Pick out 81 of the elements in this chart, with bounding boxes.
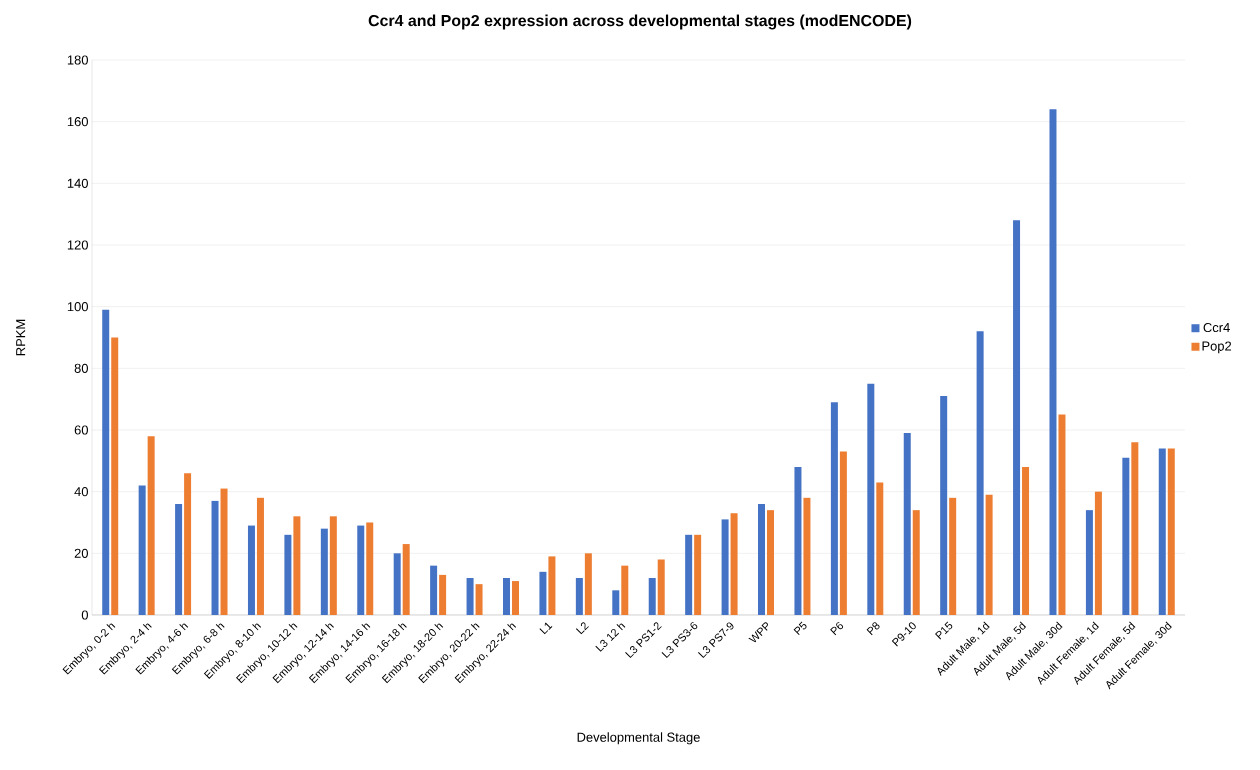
- y-tick-label: 180: [67, 55, 88, 65]
- x-tick-label: P8: [866, 622, 880, 636]
- bar: [430, 565, 438, 615]
- bar: [648, 577, 656, 615]
- bar: [1058, 414, 1066, 615]
- bar: [320, 528, 328, 615]
- bar: [612, 590, 620, 615]
- x-tick-label: P5: [793, 621, 807, 636]
- x-tick-label: L1: [539, 622, 553, 635]
- y-tick-label: 160: [67, 117, 88, 127]
- bar: [402, 544, 410, 615]
- y-tick-label: 120: [67, 240, 88, 250]
- bar: [575, 577, 583, 615]
- bar: [1094, 491, 1102, 615]
- legend-label: Pop2: [1202, 341, 1232, 354]
- bar: [1085, 510, 1093, 615]
- bar: [685, 534, 693, 615]
- bar: [502, 577, 510, 615]
- bar: [912, 510, 920, 615]
- bar: [1158, 448, 1166, 615]
- bar: [366, 522, 374, 615]
- legend-label: Ccr4: [1203, 322, 1230, 333]
- bar: [102, 309, 110, 615]
- bar: [329, 516, 337, 615]
- bar: [548, 556, 556, 615]
- chart-title: Ccr4 and Pop2 expression across developmental stages (modENCODE): [368, 14, 912, 30]
- bar: [466, 577, 474, 615]
- bar: [247, 525, 255, 615]
- bar: [439, 574, 447, 615]
- bar: [184, 473, 192, 615]
- bar: [220, 488, 228, 615]
- bar: [839, 451, 847, 615]
- x-tick-label: L3 12 h: [595, 623, 626, 652]
- x-tick-label: L2: [575, 622, 589, 635]
- bar: [867, 383, 875, 615]
- bar: [511, 581, 519, 615]
- y-tick-label: 80: [74, 363, 88, 373]
- bar: [1167, 448, 1175, 615]
- y-tick-label: 40: [74, 487, 88, 497]
- bar: [876, 482, 884, 615]
- y-tick-label: 20: [74, 548, 88, 558]
- y-tick-label: 60: [74, 425, 88, 435]
- bar: [721, 519, 729, 615]
- y-tick-label: 100: [67, 302, 88, 312]
- x-tick-label: P6: [830, 622, 844, 636]
- bar: [657, 559, 665, 615]
- bar: [357, 525, 365, 615]
- y-axis-title: RPKM: [16, 319, 26, 356]
- bar: [903, 433, 911, 615]
- bar: [621, 565, 629, 615]
- bar: [284, 534, 292, 615]
- bar: [293, 516, 301, 615]
- bar: [1131, 442, 1139, 615]
- bar: [393, 553, 401, 615]
- bar: [211, 500, 219, 615]
- bar: [539, 571, 547, 615]
- bar: [584, 553, 592, 615]
- bar: [949, 497, 957, 615]
- bar: [985, 494, 993, 615]
- bar: [175, 503, 183, 615]
- bar: [803, 497, 811, 615]
- bar: [1122, 457, 1130, 615]
- bar: [1022, 466, 1030, 615]
- bar: [767, 510, 775, 615]
- bar: [111, 337, 119, 615]
- bar: [940, 396, 948, 615]
- bar: [730, 513, 738, 615]
- bar: [976, 331, 984, 615]
- bar: [758, 503, 766, 615]
- bar: [830, 402, 838, 615]
- bar: [1049, 109, 1057, 615]
- bar: [475, 584, 483, 615]
- y-tick-label: 140: [67, 178, 88, 188]
- bar: [147, 436, 155, 615]
- bar: [794, 466, 802, 615]
- x-axis-title: Developmental Stage: [577, 732, 700, 745]
- bar: [694, 534, 702, 615]
- bar: [138, 485, 146, 615]
- bar: [256, 497, 264, 615]
- bar: [1013, 220, 1021, 615]
- y-tick-label: 0: [81, 610, 88, 620]
